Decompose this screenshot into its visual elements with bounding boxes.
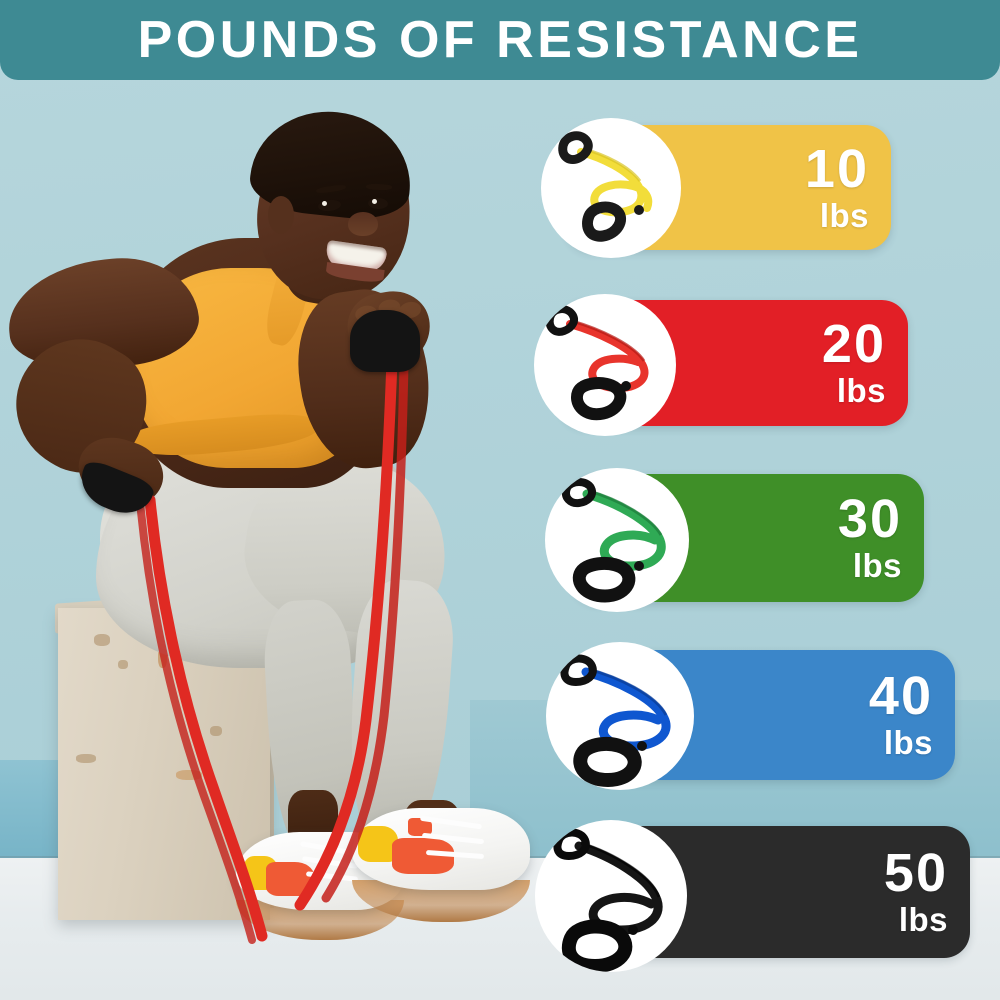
legend-value: 50 xyxy=(883,843,948,904)
resistance-band-icon xyxy=(560,654,671,787)
band-icon-50lbs xyxy=(535,820,687,972)
resistance-band-icon xyxy=(545,305,649,421)
eye xyxy=(367,197,389,210)
legend-unit: lbs xyxy=(836,372,886,410)
box-scuff xyxy=(118,660,128,669)
right-shoe-orange-accent xyxy=(408,818,432,836)
title-banner: POUNDS OF RESISTANCE xyxy=(0,0,1000,80)
legend-value: 10 xyxy=(804,138,869,199)
handle-top xyxy=(553,828,590,860)
resistance-band-icon xyxy=(553,828,663,972)
band-icon-10lbs xyxy=(541,118,681,258)
legend-label-40lbs: 40 lbs xyxy=(868,666,955,762)
legend-value: 30 xyxy=(837,489,902,550)
handle-top xyxy=(560,654,597,686)
box-scuff xyxy=(94,634,110,646)
handle-bottom xyxy=(573,737,642,787)
handle-top xyxy=(558,131,593,164)
legend-label-20lbs: 20 lbs xyxy=(821,314,908,410)
band-icon-40lbs xyxy=(546,642,694,790)
legend-unit: lbs xyxy=(819,196,869,234)
legend-unit: lbs xyxy=(852,547,902,585)
person-figure xyxy=(0,103,530,944)
resistance-band-icon xyxy=(558,131,653,242)
legend-value: 20 xyxy=(821,314,886,375)
legend-label-50lbs: 50 lbs xyxy=(883,843,970,939)
handle-top xyxy=(562,478,596,508)
page-title: POUNDS OF RESISTANCE xyxy=(137,11,863,69)
legend-label-10lbs: 10 lbs xyxy=(804,138,891,234)
handle-bottom xyxy=(561,919,633,972)
legend-unit: lbs xyxy=(883,724,933,762)
nose xyxy=(348,212,378,236)
handle-top xyxy=(545,305,578,336)
legend-unit: lbs xyxy=(898,901,948,939)
band-icon-30lbs xyxy=(545,468,689,612)
band-icon-20lbs xyxy=(534,294,676,436)
handle-bottom xyxy=(572,557,636,603)
right-band-handle xyxy=(350,310,420,372)
legend-value: 40 xyxy=(868,666,933,727)
left-shoe-orange-accent xyxy=(266,862,314,896)
ear xyxy=(268,196,294,234)
box-scuff xyxy=(76,754,96,763)
handle-bottom xyxy=(571,377,627,421)
legend-label-30lbs: 30 lbs xyxy=(837,489,924,585)
eye-highlight xyxy=(372,199,377,204)
eye-highlight xyxy=(322,201,327,206)
resistance-band-icon xyxy=(562,478,666,603)
handle-bottom xyxy=(582,201,627,242)
